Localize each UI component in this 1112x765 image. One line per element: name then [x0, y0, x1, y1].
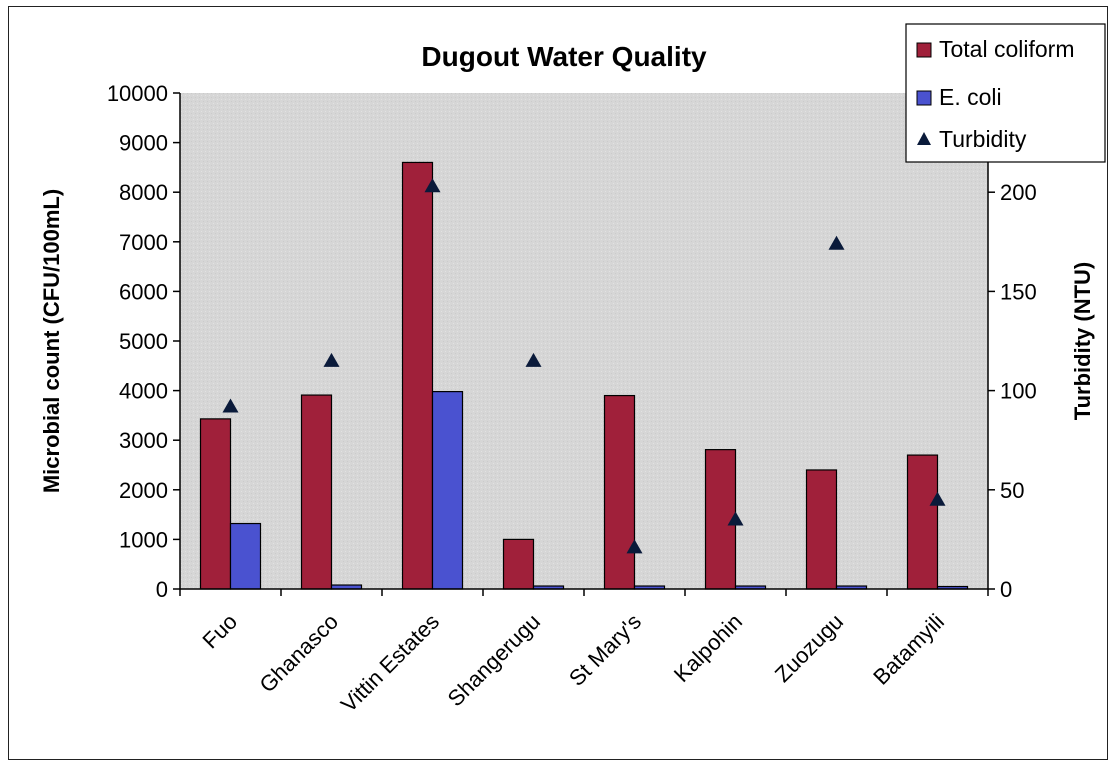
bar-total-coliform-ghanasco	[300, 394, 333, 590]
bar-total-coliform-vittin-estates	[401, 161, 434, 590]
legend-box	[905, 23, 1106, 163]
y-axis-title: Microbial count (CFU/100mL)	[39, 189, 64, 493]
bar-total-coliform-shangerugu	[502, 538, 535, 590]
y-tick-label-2000: 2000	[119, 478, 168, 503]
x-tick-label-fuo: Fuo	[198, 609, 242, 653]
marker-turbidity-vittin-estates	[424, 178, 441, 193]
x-tick-label-batamyili: Batamyili	[868, 609, 949, 690]
markers-layer	[222, 178, 946, 554]
x-tick-label-shangerugu: Shangerugu	[443, 609, 545, 711]
bars-layer	[199, 161, 969, 590]
marker-turbidity-zuozugu	[828, 235, 845, 250]
y-tick-label-1000: 1000	[119, 527, 168, 552]
y-tick-label-9000: 9000	[119, 131, 168, 156]
y-tick-label-7000: 7000	[119, 230, 168, 255]
y-tick-label-10000: 10000	[107, 81, 168, 106]
marker-turbidity-batamyili	[929, 491, 946, 506]
y2-axis-title: Turbidity (NTU)	[1070, 262, 1095, 420]
marker-turbidity-fuo	[222, 398, 239, 413]
dugout-water-quality-chart: Dugout Water Quality 0100020003000400050…	[39, 23, 1106, 717]
y2-tick-label-0: 0	[1000, 577, 1012, 602]
x-tick-label-kalpohin: Kalpohin	[669, 609, 747, 687]
legend-label-e-coli: E. coli	[939, 84, 1002, 110]
y2-tick-label-200: 200	[1000, 180, 1037, 205]
legend-marker-turbidity	[917, 132, 931, 145]
y-axis-right-ticks: 0 50 100 150 200	[988, 180, 1037, 602]
y-axis-left-ticks: 0 1000 2000 3000 4000 5000 6000 7000 8000 9000 100…	[107, 81, 180, 602]
x-tick-label-zuozugu: Zuozugu	[770, 609, 848, 687]
bar-total-coliform-kalpohin	[704, 449, 737, 590]
y-tick-label-3000: 3000	[119, 428, 168, 453]
marker-turbidity-ghanasco	[323, 352, 340, 367]
legend-label-turbidity: Turbidity	[939, 126, 1027, 152]
chart-frame: Dugout Water Quality 0 1000 2000 3000 4000 50…	[8, 6, 1108, 760]
y2-tick-label-100: 100	[1000, 379, 1037, 404]
y2-tick-label-50: 50	[1000, 478, 1024, 503]
bar-e-coli-fuo	[229, 522, 262, 590]
legend-label-total-coliform: Total coliform	[939, 36, 1074, 62]
legend-swatch-e-coli	[916, 90, 932, 106]
y2-tick-label-150: 150	[1000, 279, 1037, 304]
x-tick-label-ghanasco: Ghanasco	[254, 609, 343, 698]
marker-turbidity-shangerugu	[525, 352, 542, 367]
x-tick-label-vittin-estates: Vittin Estates	[336, 609, 444, 717]
y-tick-label-8000: 8000	[119, 180, 168, 205]
bar-total-coliform-fuo	[199, 418, 232, 590]
legend: Total coliform E. coli Turbidity	[905, 23, 1106, 163]
legend-swatch-total-coliform	[916, 42, 932, 58]
y-tick-label-4000: 4000	[119, 379, 168, 404]
marker-turbidity-st-mary-s	[626, 539, 643, 554]
y-tick-label-6000: 6000	[119, 279, 168, 304]
chart-title: Dugout Water Quality	[421, 41, 707, 72]
bar-total-coliform-st-mary-s	[603, 394, 636, 590]
bar-total-coliform-batamyili	[906, 454, 939, 590]
y-tick-label-5000: 5000	[119, 329, 168, 354]
bar-e-coli-vittin-estates	[431, 390, 464, 590]
y-tick-label-0: 0	[156, 577, 168, 602]
marker-turbidity-kalpohin	[727, 511, 744, 526]
x-tick-label-st-mary-s: St Mary's	[564, 609, 646, 691]
bar-total-coliform-zuozugu	[805, 469, 838, 590]
